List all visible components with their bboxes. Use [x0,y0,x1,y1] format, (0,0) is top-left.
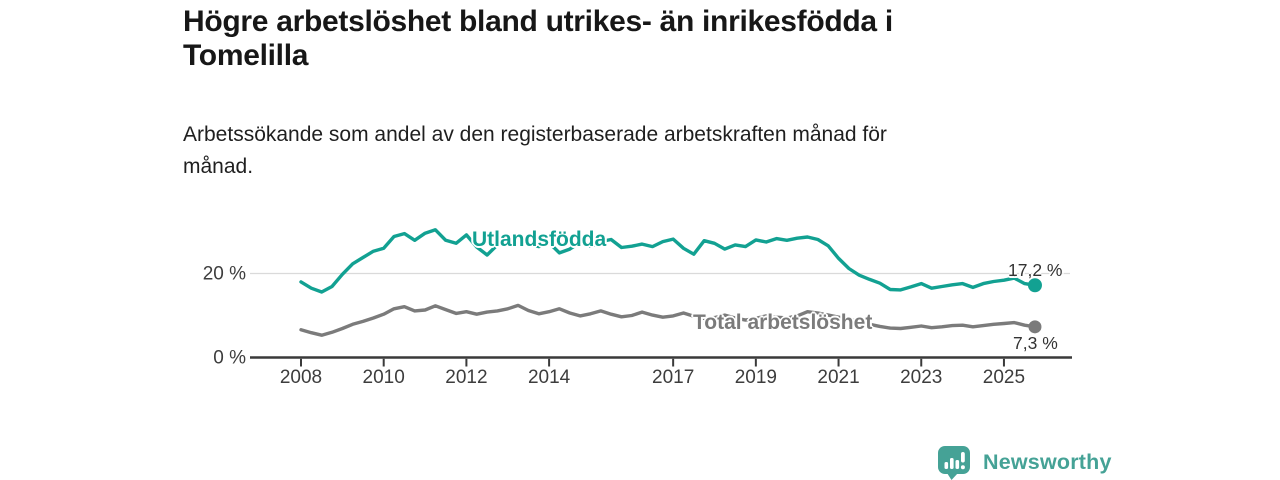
series-line-0 [299,228,1037,294]
x-tick-label-2017: 2017 [652,367,694,388]
newsworthy-logo: Newsworthy [936,444,1112,480]
bar-chart-speech-bubble-icon [938,446,970,480]
x-tick-label-2023: 2023 [900,367,942,388]
x-tick-label-2012: 2012 [445,367,487,388]
chart-title-line2: Tomelilla [183,39,309,72]
end-value-total-arbetsloshet: 7,3 % [1013,333,1058,353]
x-tick-label-2021: 2021 [817,367,859,388]
x-tick-label-2010: 2010 [363,367,405,388]
chart-subtitle-line2: månad. [183,155,254,178]
series-label-utlandsfodda: Utlandsfödda [472,228,607,251]
x-tick-label-2019: 2019 [735,367,777,388]
chart-title-line1: Högre arbetslöshet bland utrikes- än inr… [183,5,893,38]
y-tick-label-0: 0 % [213,348,246,369]
chart-title: Högre arbetslöshet bland utrikes- än inr… [183,5,893,73]
x-tick-label-2025: 2025 [983,367,1025,388]
series-label-total-arbetsloshet: Total arbetslöshet [693,311,873,334]
brand-name: Newsworthy [983,449,1112,474]
end-value-utlandsfodda: 17,2 % [1008,260,1063,280]
series-line-1 [299,303,1037,337]
chart-subtitle-line1: Arbetssökande som andel av den registerb… [183,123,887,146]
x-tick-label-2014: 2014 [528,367,571,388]
y-tick-label-20: 20 % [203,264,246,285]
chart-subtitle: Arbetssökande som andel av den registerb… [183,119,887,183]
series-end-dot-1 [1028,320,1042,334]
x-tick-label-2008: 2008 [280,367,322,388]
series-end-dot-0 [1027,278,1042,293]
